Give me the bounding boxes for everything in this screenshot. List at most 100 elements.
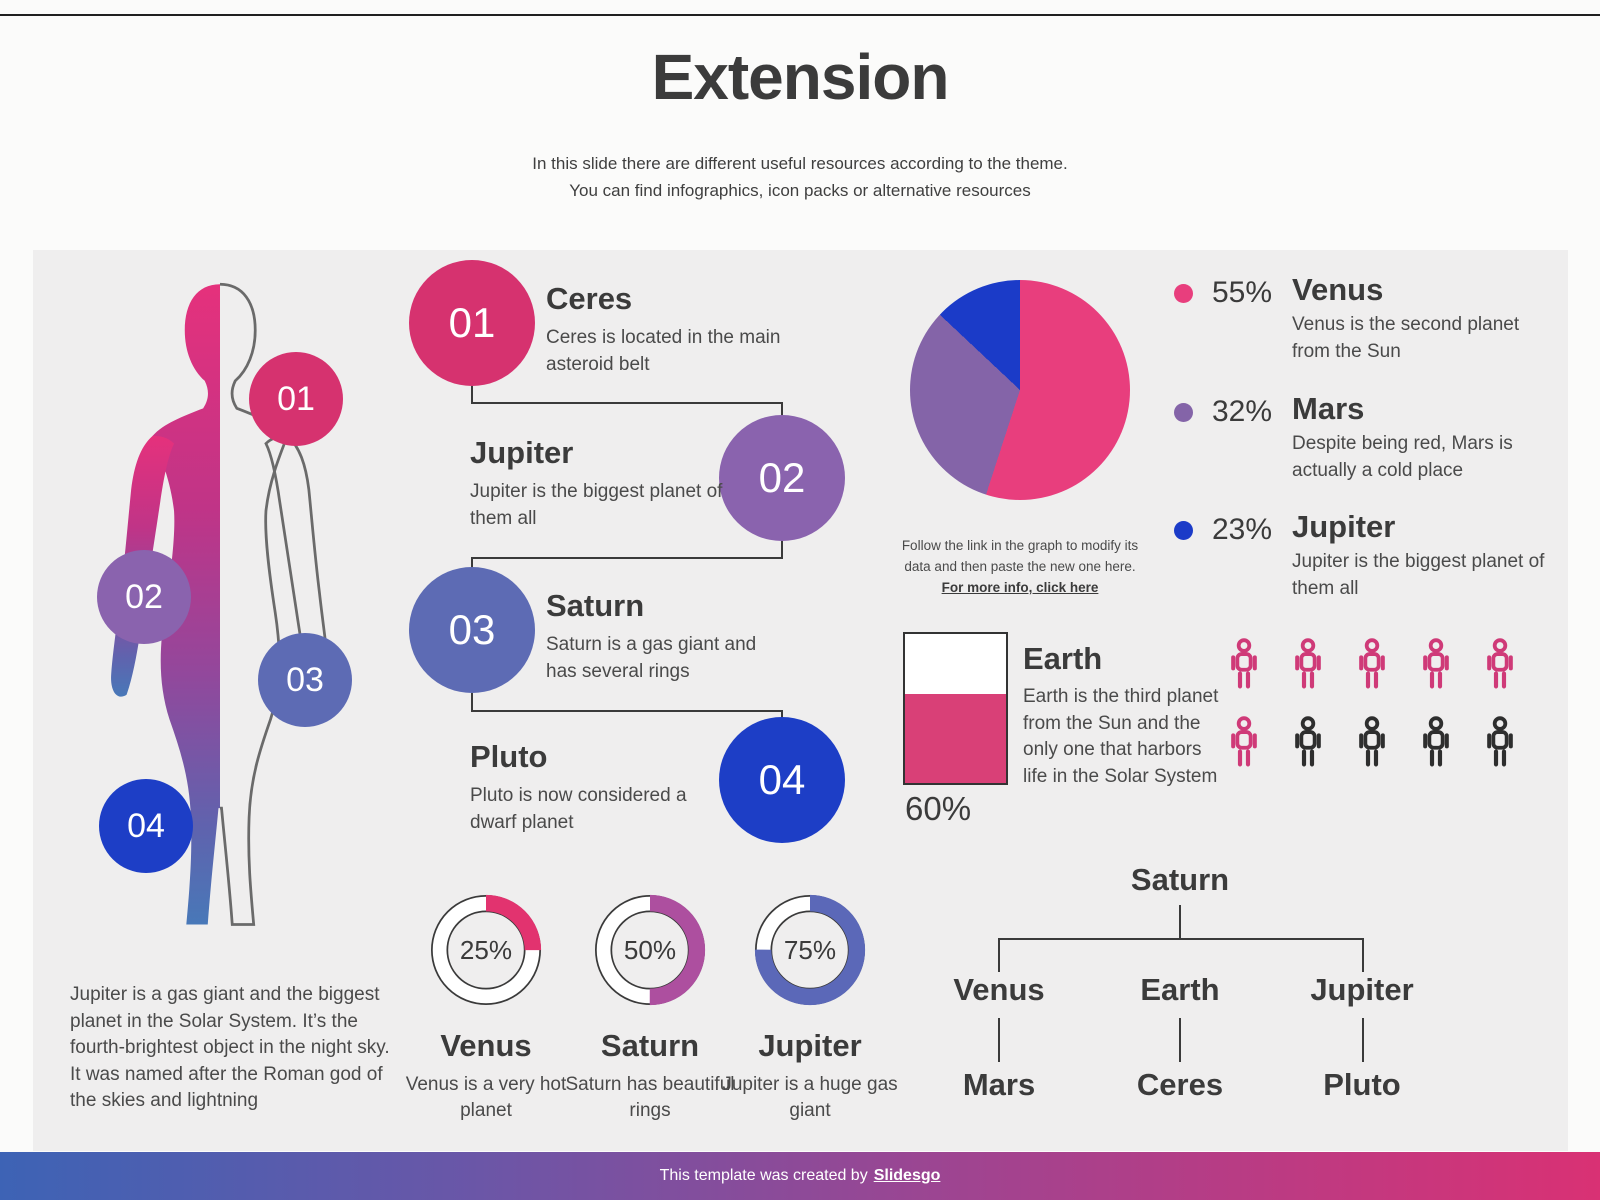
legend-name-jupiter: Jupiter — [1292, 509, 1396, 544]
timeline-desc-saturn: Saturn is a gas giant and has several ri… — [546, 634, 757, 682]
donut-percent-saturn: 50% — [624, 935, 676, 965]
donut-desc-jupiter: Jupiter is a huge gas giant — [722, 1074, 898, 1121]
person-icon — [1225, 714, 1263, 772]
body-badge-1-number: 01 — [277, 379, 315, 418]
body-badge-2: 02 — [97, 550, 191, 644]
tree-line — [998, 938, 1364, 940]
donut-name-jupiter: Jupiter — [758, 1028, 862, 1063]
earth-gauge-fill — [905, 693, 1006, 783]
timeline-item-saturn: Saturn Saturn is a gas giant and has sev… — [546, 588, 791, 685]
timeline-desc-ceres: Ceres is located in the main asteroid be… — [546, 327, 781, 375]
timeline-number-1: 01 — [448, 299, 496, 346]
legend-pct-venus: 55% — [1212, 276, 1273, 309]
legend-desc-mars: Despite being red, Mars is actually a co… — [1292, 433, 1513, 481]
person-icon — [1417, 636, 1455, 694]
tree-line — [1362, 938, 1364, 972]
timeline-circle-4: 04 — [719, 717, 845, 843]
legend-desc-jupiter: Jupiter is the biggest planet of them al… — [1292, 551, 1545, 599]
legend-name-mars: Mars — [1292, 391, 1365, 426]
donut-chart-saturn: 50% — [594, 894, 706, 1006]
timeline-title-saturn: Saturn — [546, 588, 645, 623]
timeline-circle-1: 01 — [409, 260, 535, 386]
body-badge-2-number: 02 — [125, 577, 163, 616]
earth-desc: Earth is the third planet from the Sun a… — [1023, 686, 1219, 787]
timeline-number-4: 04 — [758, 756, 806, 803]
tree-node-mars: Mars — [962, 1067, 1036, 1102]
person-icon — [1353, 636, 1391, 694]
body-badge-3-number: 03 — [286, 660, 324, 699]
person-icon — [1353, 714, 1391, 772]
timeline-circle-2: 02 — [719, 415, 845, 541]
legend-pct-jupiter: 23% — [1212, 513, 1273, 546]
footer-text: This template was created by — [659, 1167, 868, 1184]
body-badge-1: 01 — [249, 352, 343, 446]
connector-2-segment — [781, 541, 783, 559]
body-badge-3: 03 — [258, 633, 352, 727]
connector-3-segment — [471, 710, 783, 712]
earth-title: Earth — [1023, 641, 1103, 676]
timeline-desc-jupiter: Jupiter is the biggest planet of them al… — [470, 481, 723, 529]
connector-3-segment — [471, 693, 473, 712]
tree-line — [1179, 905, 1181, 940]
pie-note: Follow the link in the graph to modify i… — [895, 536, 1145, 599]
pie-note-line-2: data and then paste the new one here. — [904, 558, 1136, 574]
body-badge-4-number: 04 — [127, 806, 165, 845]
connector-2-segment — [471, 557, 783, 559]
pie-chart — [910, 280, 1130, 500]
tree-node-venus: Venus — [953, 972, 1045, 1007]
legend-desc-venus: Venus is the second planet from the Sun — [1292, 314, 1520, 362]
page-title: Extension — [651, 41, 950, 113]
timeline-number-2: 02 — [758, 454, 806, 501]
donut-percent-venus: 25% — [460, 935, 512, 965]
subtitle-line-2: You can find infographics, icon packs or… — [569, 181, 1031, 201]
person-icon — [1289, 636, 1327, 694]
legend-dot-venus — [1174, 284, 1193, 303]
donut-name-venus: Venus — [440, 1028, 532, 1063]
legend-pct-mars: 32% — [1212, 395, 1273, 428]
slidesgo-link[interactable]: Slidesgo — [873, 1167, 941, 1184]
timeline-desc-pluto: Pluto is now considered a dwarf planet — [470, 785, 687, 833]
tree-line — [1362, 1018, 1364, 1062]
tree-line — [998, 938, 1000, 972]
tree-line — [998, 1018, 1000, 1062]
connector-1-segment — [471, 386, 473, 404]
timeline-item-jupiter: Jupiter Jupiter is the biggest planet of… — [470, 435, 725, 532]
earth-gauge-percent: 60% — [905, 790, 972, 827]
tree-node-pluto: Pluto — [1323, 1067, 1401, 1102]
tree-node-earth: Earth — [1140, 972, 1220, 1007]
legend-dot-mars — [1174, 403, 1193, 422]
top-divider-line — [0, 14, 1600, 16]
donut-desc-venus: Venus is a very hot planet — [405, 1074, 567, 1121]
tree-line — [1179, 1018, 1181, 1062]
tree-root: Saturn — [1130, 862, 1230, 897]
tree-node-jupiter: Jupiter — [1310, 972, 1414, 1007]
timeline-title-jupiter: Jupiter — [470, 435, 574, 470]
timeline-circle-3: 03 — [409, 567, 535, 693]
person-icon — [1481, 714, 1519, 772]
tree-node-ceres: Ceres — [1136, 1067, 1224, 1102]
pie-more-info-link[interactable]: For more info, click here — [941, 579, 1099, 595]
body-badge-4: 04 — [99, 779, 193, 873]
connector-1-segment — [781, 402, 783, 418]
donut-chart-venus: 25% — [430, 894, 542, 1006]
donut-name-saturn: Saturn — [600, 1028, 700, 1063]
legend-name-venus: Venus — [1292, 272, 1384, 307]
person-icon — [1289, 714, 1327, 772]
person-icon — [1417, 714, 1455, 772]
connector-3-segment — [781, 710, 783, 720]
timeline-title-pluto: Pluto — [470, 739, 548, 774]
pie-note-line-1: Follow the link in the graph to modify i… — [901, 538, 1139, 553]
page-subtitle: In this slide there are different useful… — [0, 150, 1600, 204]
pictogram-grid — [1225, 636, 1555, 792]
timeline-item-ceres: Ceres Ceres is located in the main aster… — [546, 281, 786, 378]
timeline-title-ceres: Ceres — [546, 281, 633, 316]
person-icon — [1481, 636, 1519, 694]
subtitle-line-1: In this slide there are different useful… — [532, 154, 1068, 173]
connector-1-segment — [471, 402, 783, 404]
donut-chart-jupiter: 75% — [754, 894, 866, 1006]
person-icon — [1225, 636, 1263, 694]
earth-gauge-bar — [903, 632, 1008, 785]
connector-2-segment — [471, 557, 473, 570]
donut-percent-jupiter: 75% — [784, 935, 836, 965]
donut-desc-saturn: Saturn has beautiful rings — [565, 1074, 735, 1121]
